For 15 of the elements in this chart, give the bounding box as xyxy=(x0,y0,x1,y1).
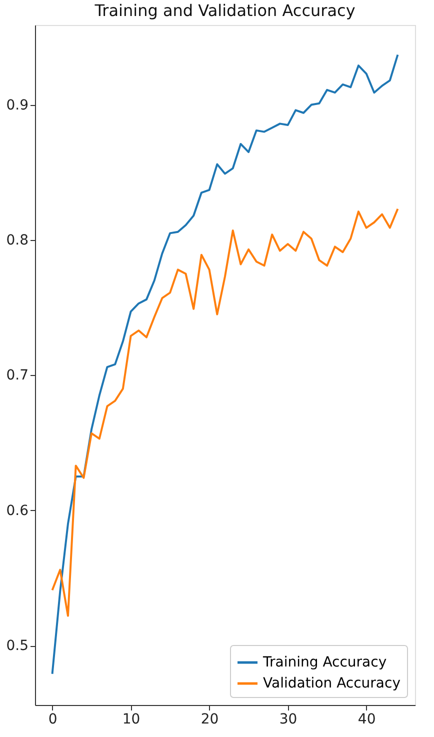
x-tick-label: 40 xyxy=(358,712,376,728)
y-tick-label: 0.9 xyxy=(6,97,28,114)
line-series xyxy=(51,54,399,675)
y-tick-label: 0.6 xyxy=(6,502,29,519)
x-tick-label: 10 xyxy=(122,712,140,728)
y-tick-label: 0.8 xyxy=(6,232,28,248)
y-tick-label: 0.7 xyxy=(6,368,28,384)
y-tick-label: 0.5 xyxy=(6,638,28,654)
chart-title: Training and Validation Accuracy xyxy=(94,1,356,20)
x-tick-label: 20 xyxy=(200,712,219,728)
x-tick-label: 0 xyxy=(48,712,58,728)
line-series xyxy=(51,208,399,617)
legend-label: Validation Accuracy xyxy=(263,676,400,692)
legend-label: Training Accuracy xyxy=(262,654,387,670)
x-tick-label: 30 xyxy=(279,712,298,728)
